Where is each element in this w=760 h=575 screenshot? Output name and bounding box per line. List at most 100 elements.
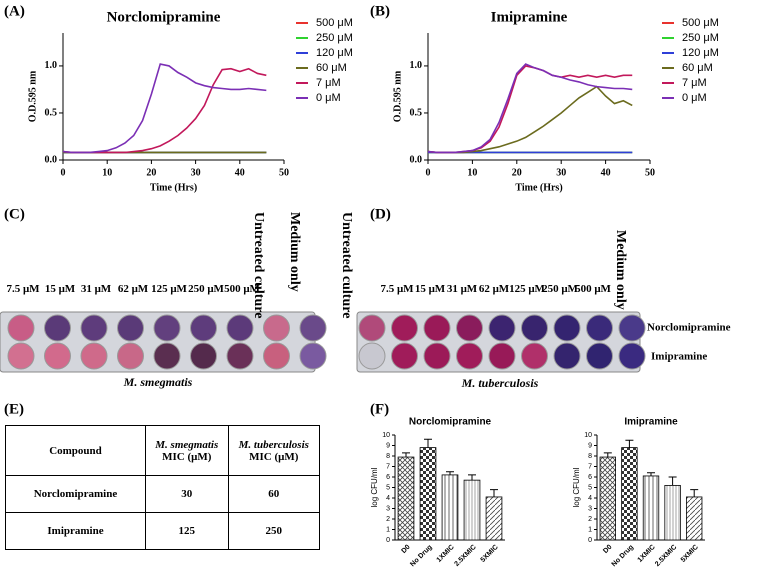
column-label: 31 μM [80, 283, 112, 295]
legend-label: 250 μM [316, 32, 353, 44]
well [80, 342, 108, 370]
well [586, 314, 613, 342]
error-bar [603, 452, 612, 458]
column-label: 15 μM [44, 283, 76, 295]
column-label: 7.5 μM [6, 283, 40, 295]
well [44, 314, 71, 342]
legend-label: 500 μM [682, 17, 719, 29]
plate-caption: M. smegmatis [123, 375, 193, 389]
x-tick-label: 1XMIC [436, 544, 456, 564]
legend-label: 120 μM [316, 47, 353, 59]
well [391, 342, 418, 370]
y-tick-label: 1.0 [410, 60, 423, 71]
column-label: Untreated culture [339, 212, 354, 319]
header-cell: M. smegmatis MIC (μM) [145, 425, 229, 476]
well [263, 314, 290, 342]
unit: MIC (μM) [162, 450, 212, 463]
well [190, 342, 217, 370]
x-tick-label: 5XMIC [480, 544, 500, 564]
y-tick-label: 5 [588, 484, 592, 491]
y-tick-label: 0.5 [410, 107, 423, 118]
y-axis-label: O.D.595 nm [27, 70, 38, 122]
column-label: 31 μM [446, 283, 478, 295]
bar [441, 474, 459, 541]
panel-label: (F) [370, 401, 389, 417]
series-line [427, 65, 633, 154]
well [553, 342, 581, 370]
error-bar [490, 489, 498, 497]
well [456, 342, 483, 370]
cell: Imipramine [5, 512, 146, 550]
chart-title: Norclomipramine [409, 417, 492, 428]
well [553, 314, 581, 342]
series-line [427, 63, 633, 154]
x-tick-label: D0 [602, 544, 613, 555]
y-tick-label: 5 [386, 484, 390, 491]
y-tick-label: 3 [386, 505, 390, 512]
y-tick-label: 0.0 [410, 154, 423, 165]
column-label: Untreated culture [251, 212, 266, 319]
y-tick-label: 1 [386, 526, 390, 533]
column-label: 125 μM [151, 283, 187, 295]
well [586, 342, 613, 370]
bar [664, 484, 681, 541]
well [117, 314, 144, 342]
well [618, 342, 646, 370]
unit: MIC (μM) [249, 450, 299, 463]
bar [419, 447, 437, 541]
chart-title: Imipramine [491, 9, 568, 25]
well [80, 314, 108, 342]
y-tick-label: 1.0 [45, 60, 58, 71]
well [7, 342, 35, 370]
well [153, 314, 181, 342]
well [423, 314, 451, 342]
bar [599, 456, 616, 541]
y-tick-label: 4 [588, 495, 592, 502]
well [226, 314, 254, 342]
error-bar [402, 452, 410, 458]
x-tick-label: 50 [279, 167, 289, 178]
y-tick-label: 8 [588, 453, 592, 460]
column-label: 62 μM [478, 283, 510, 295]
cell: 250 [227, 512, 321, 550]
column-label: Medium only [287, 212, 302, 292]
panel-label: (B) [370, 3, 390, 19]
error-bar [647, 472, 655, 476]
series-line [62, 63, 267, 154]
well [488, 314, 516, 342]
x-tick-label: No Drug [611, 544, 635, 568]
well [521, 342, 548, 370]
cell: Norclomipramine [5, 475, 146, 513]
well [391, 314, 418, 342]
bar [642, 475, 660, 541]
legend-label: 250 μM [682, 32, 719, 44]
panel-label: (C) [4, 206, 25, 222]
cell: 60 [227, 475, 321, 513]
y-tick-label: 8 [386, 453, 390, 460]
row-label: Norclomipramine [647, 322, 731, 334]
x-tick-label: 0 [61, 167, 66, 178]
y-tick-label: 3 [588, 505, 592, 512]
x-tick-label: 30 [556, 167, 566, 178]
well [488, 342, 516, 370]
legend-label: 500 μM [316, 17, 353, 29]
y-tick-label: 9 [386, 442, 390, 449]
bar [686, 496, 703, 541]
x-tick-label: 1XMIC [637, 544, 657, 564]
y-tick-label: 2 [386, 516, 390, 523]
column-label: Medium only [613, 230, 628, 310]
x-tick-label: D0 [400, 544, 411, 555]
series-line [62, 67, 267, 154]
y-tick-label: 10 [382, 432, 390, 439]
column-label: 125 μM [509, 283, 545, 295]
legend-label: 0 μM [682, 92, 707, 104]
well [153, 342, 181, 370]
column-label: 62 μM [117, 283, 149, 295]
well [7, 314, 35, 342]
legend-label: 120 μM [682, 47, 719, 59]
x-tick-label: 2.5XMIC [654, 544, 678, 568]
y-tick-label: 2 [588, 516, 592, 523]
column-label: 7.5 μM [380, 283, 414, 295]
legend-label: 60 μM [316, 62, 347, 74]
